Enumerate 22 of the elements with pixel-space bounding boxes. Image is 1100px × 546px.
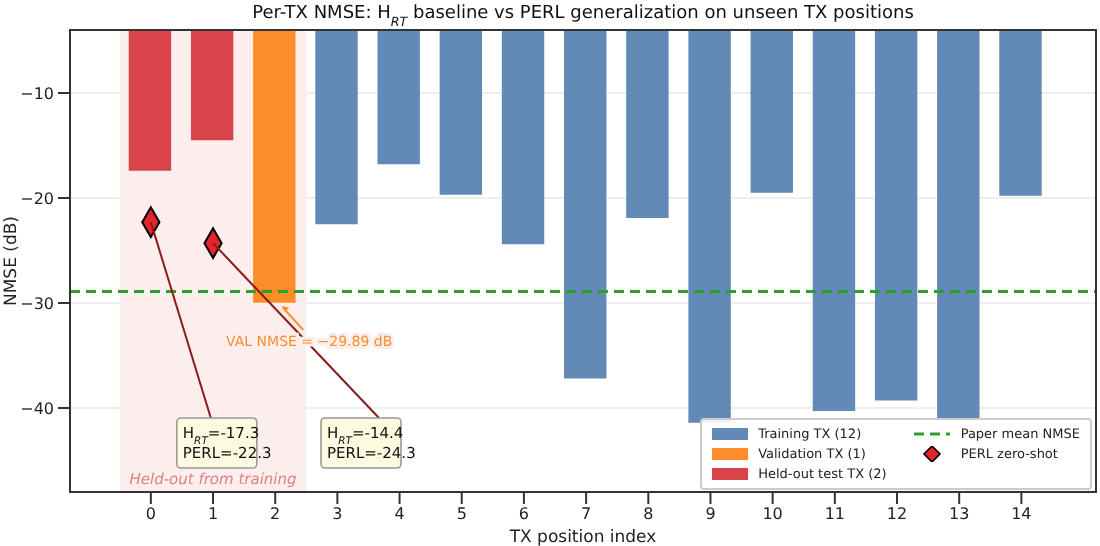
x-tick-label: 7 — [581, 505, 592, 524]
y-tick-label: −10 — [20, 84, 54, 103]
x-tick-label: 4 — [394, 505, 405, 524]
x-tick-label: 5 — [456, 505, 467, 524]
chart-title: Per-TX NMSE: H$_{RT}$ baseline vs PERL generalization on unseen TX positions — [252, 4, 915, 29]
x-tick-label: 12 — [886, 505, 908, 524]
y-tick-label: −40 — [20, 399, 54, 418]
x-tick-label: 8 — [643, 505, 654, 524]
x-tick-label: 10 — [762, 505, 783, 524]
x-tick-label: 13 — [949, 505, 970, 524]
x-tick-label: 9 — [705, 505, 716, 524]
x-tick-label: 3 — [332, 505, 343, 524]
x-tick-label: 2 — [270, 505, 281, 524]
x-axis-title: TX position index — [507, 528, 657, 546]
y-axis-title: NMSE (dB) — [2, 215, 22, 307]
y-tick-label: −20 — [20, 189, 54, 208]
x-tick-label: 14 — [1011, 505, 1032, 524]
y-tick-label: −30 — [20, 294, 54, 313]
x-tick-label: 0 — [145, 505, 156, 524]
x-tick-label: 11 — [824, 505, 846, 524]
x-tick-label: 6 — [518, 505, 530, 524]
x-tick-label: 1 — [207, 505, 219, 524]
